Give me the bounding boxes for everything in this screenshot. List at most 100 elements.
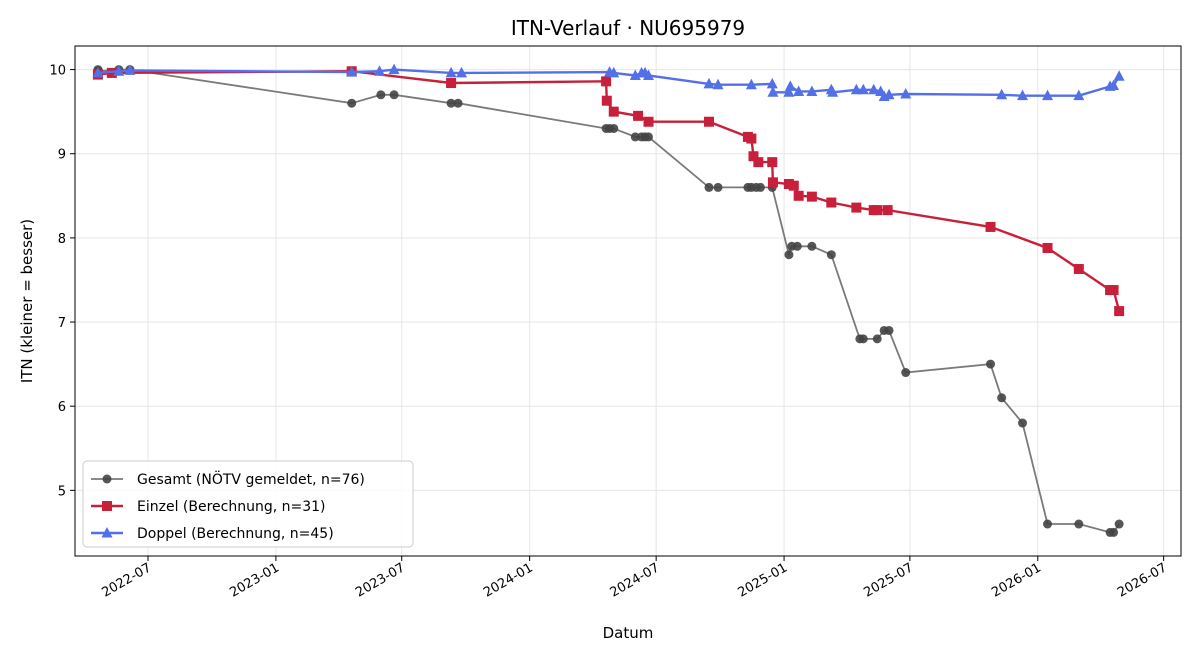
y-tick-label: 10	[49, 64, 66, 79]
data-point-gesamt	[884, 325, 894, 335]
data-point-doppel	[766, 77, 778, 89]
data-point-einzel	[601, 95, 612, 106]
data-point-einzel	[753, 157, 764, 168]
series-gesamt	[93, 65, 1124, 537]
chart-title: ITN-Verlauf · NU695979	[511, 16, 745, 40]
data-point-einzel	[608, 106, 619, 117]
y-tick-label: 9	[58, 148, 66, 163]
data-point-einzel	[748, 151, 759, 162]
data-point-einzel	[446, 78, 457, 89]
data-point-doppel	[346, 66, 358, 77]
data-point-gesamt	[704, 182, 714, 192]
data-point-doppel	[996, 88, 1008, 100]
data-point-gesamt	[713, 182, 723, 192]
data-point-gesamt	[826, 250, 836, 260]
legend-label-doppel: Doppel (Berechnung, n=45)	[137, 526, 334, 542]
x-tick-label: 2024-01	[481, 560, 536, 600]
x-tick-label: 2023-01	[227, 560, 282, 600]
legend-marker-gesamt	[102, 474, 112, 484]
data-point-doppel	[1073, 89, 1085, 101]
x-tick-label: 2025-07	[861, 560, 916, 600]
series-einzel	[92, 66, 1125, 317]
data-point-gesamt	[784, 250, 794, 260]
data-point-gesamt	[1114, 519, 1124, 529]
x-tick-label: 2026-01	[989, 560, 1044, 600]
data-point-einzel	[746, 133, 757, 144]
data-point-einzel	[985, 221, 996, 232]
series-line-einzel	[97, 69, 1121, 312]
y-tick-label: 5	[58, 484, 66, 499]
data-point-doppel	[1108, 79, 1120, 91]
data-point-einzel	[601, 76, 612, 87]
data-point-gesamt	[376, 90, 386, 100]
data-point-einzel	[851, 202, 862, 213]
data-point-einzel	[1073, 264, 1084, 275]
data-point-doppel	[643, 69, 655, 80]
data-point-gesamt	[858, 334, 868, 344]
y-axis-label: ITN (kleiner = besser)	[18, 219, 36, 383]
data-point-gesamt	[755, 182, 765, 192]
legend-marker-einzel	[102, 501, 112, 511]
series-layer	[92, 63, 1125, 537]
data-point-doppel	[850, 83, 862, 95]
plot-frame	[74, 45, 1182, 557]
data-point-einzel	[1114, 306, 1125, 317]
data-point-einzel	[1042, 242, 1053, 253]
data-point-gesamt	[644, 132, 654, 142]
data-point-doppel	[388, 63, 400, 75]
legend-label-gesamt: Gesamt (NÖTV gemeldet, n=76)	[137, 470, 365, 488]
data-point-gesamt	[901, 368, 911, 378]
data-point-doppel	[1017, 89, 1029, 101]
data-point-gesamt	[1109, 527, 1119, 537]
data-point-einzel	[767, 177, 778, 188]
data-point-gesamt	[389, 90, 399, 100]
data-point-einzel	[788, 180, 799, 191]
y-tick-label: 8	[58, 232, 66, 247]
x-tick-label: 2023-07	[353, 560, 408, 600]
x-tick-label: 2026-07	[1115, 560, 1170, 600]
data-point-doppel	[900, 87, 912, 99]
data-point-doppel	[868, 83, 880, 95]
data-point-einzel	[882, 205, 893, 216]
data-point-doppel	[827, 86, 839, 97]
x-tick-label: 2022-07	[99, 560, 154, 600]
data-point-einzel	[633, 110, 644, 121]
x-axis-label: Datum	[603, 624, 654, 642]
data-point-einzel	[872, 205, 883, 216]
data-point-gesamt	[872, 334, 882, 344]
data-point-einzel	[703, 116, 714, 127]
data-point-gesamt	[446, 98, 456, 108]
data-point-gesamt	[792, 241, 802, 251]
data-point-doppel	[445, 66, 457, 78]
data-point-doppel	[1113, 70, 1125, 81]
y-tick-label: 6	[58, 400, 66, 415]
data-point-doppel	[745, 78, 757, 90]
x-tick-label: 2024-07	[608, 560, 663, 600]
data-point-einzel	[767, 157, 778, 168]
data-point-gesamt	[609, 123, 619, 133]
x-axis: 2022-07 2023-01 2023-07 2024-01 2024-07 2025-…	[99, 556, 1170, 601]
data-point-einzel	[826, 197, 837, 208]
data-point-gesamt	[453, 98, 463, 108]
data-point-doppel	[373, 65, 385, 76]
data-point-doppel	[784, 80, 796, 91]
data-point-gesamt	[997, 393, 1007, 403]
data-point-gesamt	[1018, 418, 1028, 428]
data-point-gesamt	[1074, 519, 1084, 529]
data-point-doppel	[712, 78, 724, 90]
series-doppel	[92, 63, 1125, 101]
data-point-doppel	[883, 88, 895, 100]
data-point-gesamt	[347, 98, 357, 108]
data-point-doppel	[703, 77, 715, 89]
y-tick-label: 7	[58, 316, 66, 331]
data-point-doppel	[767, 86, 779, 97]
data-point-doppel	[608, 66, 620, 78]
data-point-doppel	[92, 66, 104, 78]
data-point-doppel	[113, 65, 125, 76]
data-point-einzel	[793, 190, 804, 201]
legend-box	[82, 460, 414, 548]
data-point-doppel	[793, 85, 805, 96]
data-point-doppel	[456, 66, 468, 78]
legend-label-einzel: Einzel (Berechnung, n=31)	[137, 499, 326, 515]
